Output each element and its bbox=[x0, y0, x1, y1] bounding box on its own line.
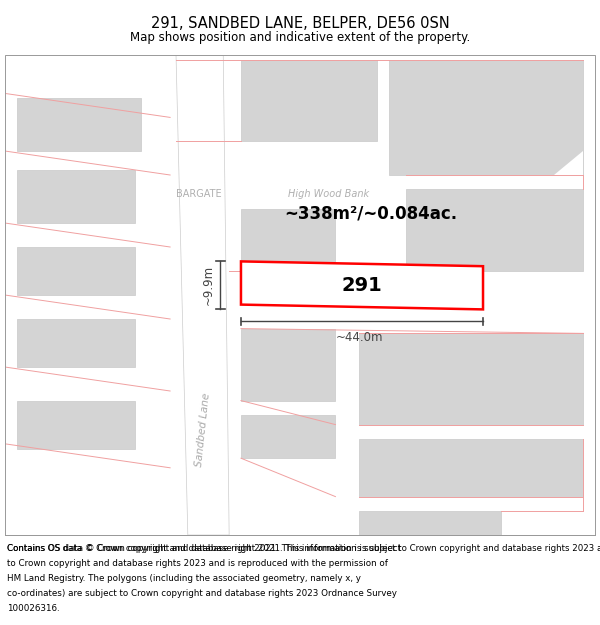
Text: co-ordinates) are subject to Crown copyright and database rights 2023 Ordnance S: co-ordinates) are subject to Crown copyr… bbox=[7, 589, 397, 598]
Polygon shape bbox=[17, 401, 134, 449]
Polygon shape bbox=[554, 151, 583, 175]
Text: High Wood Bank: High Wood Bank bbox=[288, 189, 370, 199]
Text: BARGATE: BARGATE bbox=[176, 189, 221, 199]
Text: ~338m²/~0.084ac.: ~338m²/~0.084ac. bbox=[284, 204, 457, 222]
Polygon shape bbox=[241, 60, 377, 141]
Text: Sandbed Lane: Sandbed Lane bbox=[194, 392, 211, 467]
Polygon shape bbox=[241, 261, 483, 309]
Text: Contains OS data © Crown copyright and database right 2021. This information is : Contains OS data © Crown copyright and d… bbox=[7, 544, 600, 552]
Text: HM Land Registry. The polygons (including the associated geometry, namely x, y: HM Land Registry. The polygons (includin… bbox=[7, 574, 361, 582]
Polygon shape bbox=[17, 170, 134, 223]
Text: 100026316.: 100026316. bbox=[7, 604, 60, 612]
Polygon shape bbox=[406, 189, 583, 271]
Polygon shape bbox=[389, 60, 583, 175]
Polygon shape bbox=[359, 511, 501, 535]
Text: ~44.0m: ~44.0m bbox=[335, 331, 383, 344]
Text: Contains OS data © Crown copyright and database right 2021. This information is : Contains OS data © Crown copyright and d… bbox=[7, 544, 401, 552]
Text: to Crown copyright and database rights 2023 and is reproduced with the permissio: to Crown copyright and database rights 2… bbox=[7, 559, 388, 568]
Polygon shape bbox=[176, 55, 229, 535]
Polygon shape bbox=[359, 439, 583, 497]
Polygon shape bbox=[17, 98, 140, 151]
Text: 291: 291 bbox=[341, 276, 382, 295]
Text: 291, SANDBED LANE, BELPER, DE56 0SN: 291, SANDBED LANE, BELPER, DE56 0SN bbox=[151, 16, 449, 31]
Polygon shape bbox=[241, 415, 335, 458]
Polygon shape bbox=[17, 247, 134, 295]
Polygon shape bbox=[241, 329, 335, 401]
Polygon shape bbox=[359, 333, 583, 424]
Text: Map shows position and indicative extent of the property.: Map shows position and indicative extent… bbox=[130, 31, 470, 44]
Polygon shape bbox=[17, 319, 134, 367]
Polygon shape bbox=[241, 209, 335, 271]
Text: ~9.9m: ~9.9m bbox=[202, 266, 214, 306]
